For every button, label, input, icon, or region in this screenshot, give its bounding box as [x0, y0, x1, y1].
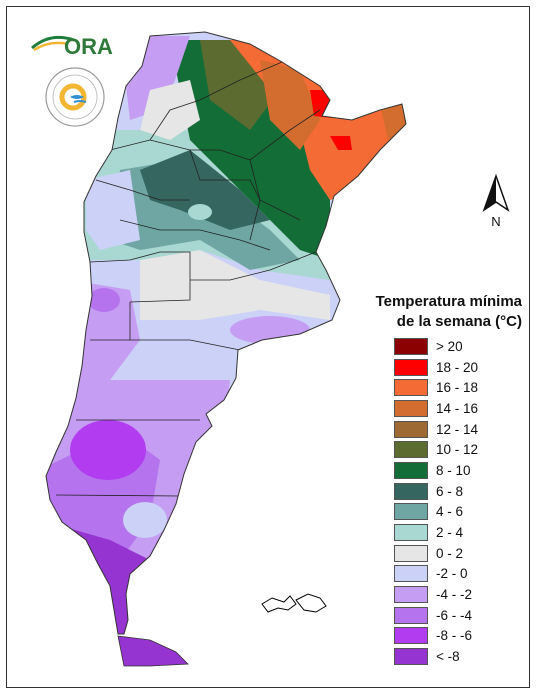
legend-label: -2 - 0 — [436, 566, 468, 582]
north-arrow: N — [482, 173, 510, 229]
legend-item: 2 - 4 — [394, 522, 478, 543]
legend-label: 18 - 20 — [436, 359, 479, 375]
legend-swatch — [394, 441, 428, 459]
legend-item: 6 - 8 — [394, 481, 478, 502]
legend-item: > 20 — [394, 336, 478, 357]
legend-swatch — [394, 461, 428, 479]
legend-title-line1: Temperatura mínima — [375, 293, 522, 310]
north-label: N — [491, 214, 500, 229]
legend-item: 18 - 20 — [394, 357, 478, 378]
malvinas-islands — [261, 593, 327, 613]
legend-label: -8 - -6 — [436, 628, 473, 644]
legend-title-line2: de la semana (°C) — [396, 313, 522, 330]
legend-item: -2 - 0 — [394, 564, 478, 585]
legend-swatch — [394, 565, 428, 583]
legend-items: > 20 18 - 20 16 - 18 14 - 16 12 - 14 10 - 12 8… — [394, 336, 478, 667]
legend-swatch — [394, 399, 428, 417]
legend-item: < -8 — [394, 646, 478, 667]
legend-label: 4 - 6 — [436, 504, 464, 520]
legend-label: 16 - 18 — [436, 380, 479, 396]
legend-swatch — [394, 648, 428, 666]
legend-title: Temperatura mínima de la semana (°C) — [340, 292, 522, 332]
legend-label: 12 - 14 — [436, 421, 479, 437]
legend-label: < -8 — [436, 649, 460, 665]
legend-label: 10 - 12 — [436, 442, 479, 458]
legend-item: 0 - 2 — [394, 543, 478, 564]
province-borders — [55, 61, 321, 497]
legend-item: 8 - 10 — [394, 460, 478, 481]
legend-item: 4 - 6 — [394, 502, 478, 523]
legend-swatch — [394, 337, 428, 355]
legend-label: -6 - -4 — [436, 607, 473, 623]
legend-swatch — [394, 606, 428, 624]
legend-label: 6 - 8 — [436, 483, 464, 499]
legend-label: 2 - 4 — [436, 525, 464, 541]
legend-label: 8 - 10 — [436, 462, 471, 478]
legend-item: 14 - 16 — [394, 398, 478, 419]
legend-swatch — [394, 627, 428, 645]
legend: Temperatura mínima de la semana (°C) > 2… — [340, 292, 530, 666]
legend-swatch — [394, 482, 428, 500]
legend-swatch — [394, 524, 428, 542]
legend-swatch — [394, 358, 428, 376]
smn-logo — [45, 67, 105, 127]
legend-label: > 20 — [436, 338, 463, 354]
tierra-del-fuego — [117, 635, 189, 667]
ora-logo: ORA — [31, 34, 113, 59]
legend-label: -4 - -2 — [436, 587, 473, 603]
legend-item: -4 - -2 — [394, 584, 478, 605]
legend-swatch — [394, 420, 428, 438]
legend-label: 14 - 16 — [436, 400, 479, 416]
legend-item: -6 - -4 — [394, 605, 478, 626]
legend-item: 12 - 14 — [394, 419, 478, 440]
legend-swatch — [394, 503, 428, 521]
legend-swatch — [394, 379, 428, 397]
legend-item: 10 - 12 — [394, 439, 478, 460]
legend-label: 0 - 2 — [436, 545, 464, 561]
legend-swatch — [394, 544, 428, 562]
legend-item: 16 - 18 — [394, 377, 478, 398]
legend-item: -8 - -6 — [394, 626, 478, 647]
ora-logo-text: ORA — [64, 34, 113, 59]
legend-swatch — [394, 586, 428, 604]
